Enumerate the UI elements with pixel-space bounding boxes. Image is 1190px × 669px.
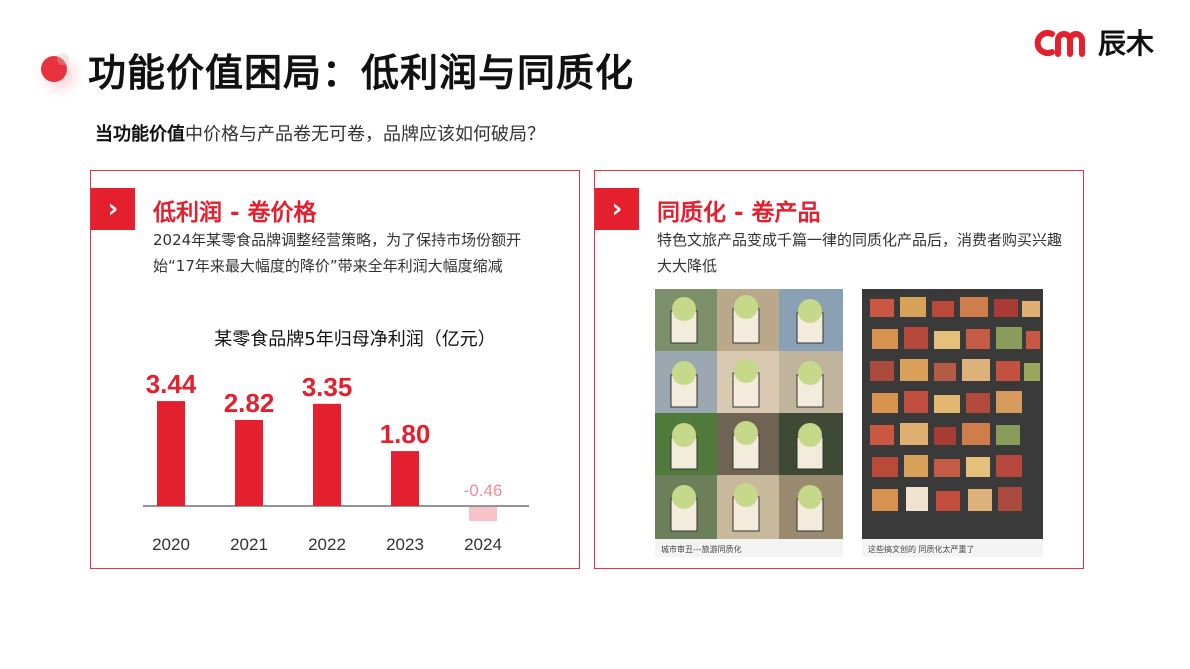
title-bullet-icon <box>41 53 69 82</box>
bar-2024 <box>469 507 497 522</box>
bar-2021 <box>235 419 263 506</box>
photo-collage-drinks: 城市审丑---旅游同质化 <box>655 289 843 557</box>
card-description: 特色文旅产品变成千篇一律的同质化产品后，消费者购买兴趣大大降低 <box>657 231 1063 275</box>
bar-2020 <box>157 401 185 506</box>
fridge-magnets-wall-image <box>862 289 1043 539</box>
data-label-2021: 2.82 <box>224 388 275 418</box>
subtitle-rest: 中价格与产品卷无可卷，品牌应该如何破局？ <box>185 124 545 145</box>
profit-bar-chart: 3.44 2020 2.82 2021 3.35 2022 1.80 2023 -0.46 202… <box>143 369 529 551</box>
brand-mark-icon <box>1034 30 1085 57</box>
photo-caption: 这些搞文创的 同质化太严重了 <box>868 545 975 554</box>
x-tick-label-2022: 2022 <box>308 535 346 551</box>
low-profit-card: › 低利润 - 卷价格 2024年某零食品牌调整经营策略，为了保持市场份额开始“… <box>90 170 580 569</box>
bar-2022 <box>313 403 341 506</box>
x-tick-label-2021: 2021 <box>230 535 268 551</box>
photo-caption: 城市审丑---旅游同质化 <box>661 545 742 554</box>
x-tick-label-2024: 2024 <box>464 535 502 551</box>
x-tick-label-2023: 2023 <box>386 535 424 551</box>
card-heading: 同质化 - 卷产品 <box>657 200 821 226</box>
subtitle-bold: 当功能价值 <box>95 124 185 145</box>
subtitle: 当功能价值中价格与产品卷无可卷，品牌应该如何破局？ <box>95 120 545 146</box>
brand-logo: 辰木 <box>1030 22 1154 62</box>
drink-cups-collage-image <box>655 289 843 539</box>
x-tick-label-2020: 2020 <box>152 535 190 551</box>
data-label-2022: 3.35 <box>302 372 353 402</box>
data-label-2023: 1.80 <box>380 419 431 449</box>
brand-name: 辰木 <box>1097 27 1154 60</box>
card-heading: 低利润 - 卷价格 <box>153 200 317 226</box>
photo-fridge-magnets: 这些搞文创的 同质化太严重了 <box>862 289 1043 557</box>
data-label-2024: -0.46 <box>464 481 503 500</box>
chevron-right-icon: › <box>91 188 135 230</box>
card-description: 2024年某零食品牌调整经营策略，为了保持市场份额开始“17年来最大幅度的降价”… <box>153 231 522 275</box>
page-title: 功能价值困局：低利润与同质化 <box>88 51 635 95</box>
bar-2023 <box>391 451 419 506</box>
chevron-right-icon: › <box>595 188 639 230</box>
data-label-2020: 3.44 <box>146 369 197 399</box>
homogenization-card: › 同质化 - 卷产品 特色文旅产品变成千篇一律的同质化产品后，消费者购买兴趣大… <box>594 170 1084 569</box>
chart-title: 某零食品牌5年归母净利润（亿元） <box>214 329 496 350</box>
